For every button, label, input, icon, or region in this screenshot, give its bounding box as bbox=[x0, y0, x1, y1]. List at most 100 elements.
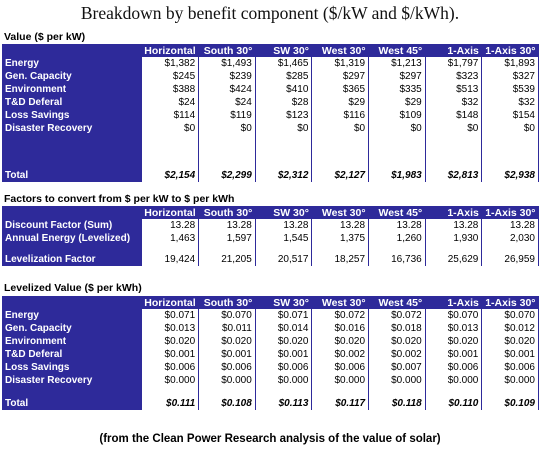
cell-value: $0.006 bbox=[198, 361, 256, 374]
column-header: SW 30° bbox=[273, 296, 309, 309]
column-header: South 30° bbox=[203, 206, 253, 219]
cell-value: $0.013 bbox=[142, 322, 200, 335]
total-row: Total $2,154 $2,299 $2,312 $2,127 $1,983 $2,81… bbox=[2, 169, 539, 182]
spacer-cell bbox=[198, 245, 256, 253]
cell-value: $0.070 bbox=[198, 309, 256, 322]
spacer-cell bbox=[311, 245, 370, 253]
cell-value: $1,493 bbox=[198, 57, 256, 70]
cell-value: $2,938 bbox=[481, 169, 539, 182]
cell-value: $148 bbox=[425, 109, 483, 122]
column-header-row: Horizontal South 30° SW 30° West 30° West 45… bbox=[2, 206, 539, 219]
row-label: T&D Deferal bbox=[2, 348, 142, 361]
cell-value: $1,893 bbox=[481, 57, 539, 70]
cell-value: $0.002 bbox=[311, 348, 370, 361]
cell-value: $0.012 bbox=[481, 322, 539, 335]
cell-value: $410 bbox=[255, 83, 313, 96]
factor-row: Discount Factor (Sum) 13.28 13.28 13.28 13.2… bbox=[2, 219, 539, 232]
levelized-section-label: Levelized Value ($ per kWh) bbox=[4, 282, 142, 294]
cell-value: $1,319 bbox=[311, 57, 370, 70]
row-label: Loss Savings bbox=[2, 109, 142, 122]
spacer-cell bbox=[311, 387, 370, 397]
cell-value: $0.020 bbox=[255, 335, 313, 348]
spacer-cell bbox=[311, 135, 370, 169]
levelized-row: T&D Deferal $0.001 $0.001 $0.001 $0.002 $0.00… bbox=[2, 348, 539, 361]
spacer-cell bbox=[425, 135, 483, 169]
spacer-cell bbox=[481, 135, 539, 169]
row-label: Levelization Factor bbox=[2, 253, 142, 266]
spacer-cell bbox=[198, 135, 256, 169]
cell-value: $24 bbox=[198, 96, 256, 109]
spacer-cell bbox=[2, 387, 142, 397]
cell-value: $0.000 bbox=[425, 374, 483, 387]
column-header: 1-Axis 30° bbox=[485, 296, 536, 309]
cell-value: $0.109 bbox=[481, 397, 539, 410]
cell-value: $297 bbox=[368, 70, 426, 83]
cell-value: $0 bbox=[368, 122, 426, 135]
cell-value: $245 bbox=[142, 70, 200, 83]
cell-value: $2,813 bbox=[425, 169, 483, 182]
spacer-cell bbox=[368, 245, 426, 253]
cell-value: $0 bbox=[255, 122, 313, 135]
factor-section-label: Factors to convert from $ per kW to $ pe… bbox=[4, 193, 235, 205]
levelized-row: Gen. Capacity $0.013 $0.011 $0.014 $0.016 $0.… bbox=[2, 322, 539, 335]
spacer-cell bbox=[142, 135, 200, 169]
levelized-row: Loss Savings $0.006 $0.006 $0.006 $0.006 $0.0… bbox=[2, 361, 539, 374]
cell-value: $116 bbox=[311, 109, 370, 122]
column-header: 1-Axis bbox=[447, 44, 479, 57]
cell-value: $0.020 bbox=[368, 335, 426, 348]
column-header: SW 30° bbox=[273, 44, 309, 57]
cell-value: $0.117 bbox=[311, 397, 370, 410]
cell-value: $2,127 bbox=[311, 169, 370, 182]
cell-value: $0.006 bbox=[425, 361, 483, 374]
column-header: West 30° bbox=[321, 44, 366, 57]
cell-value: $0.001 bbox=[198, 348, 256, 361]
cell-value: $32 bbox=[425, 96, 483, 109]
column-header: 1-Axis bbox=[447, 206, 479, 219]
row-label: Total bbox=[2, 397, 142, 410]
column-header: West 30° bbox=[321, 206, 366, 219]
cell-value: $0.020 bbox=[481, 335, 539, 348]
levelized-row: Environment $0.020 $0.020 $0.020 $0.020 $0.02… bbox=[2, 335, 539, 348]
cell-value: $0.013 bbox=[425, 322, 483, 335]
cell-value: $0.000 bbox=[142, 374, 200, 387]
spacer-cell bbox=[142, 245, 200, 253]
cell-value: $0.108 bbox=[198, 397, 256, 410]
cell-value: $0.072 bbox=[368, 309, 426, 322]
spacer-cell bbox=[368, 135, 426, 169]
row-label: Loss Savings bbox=[2, 361, 142, 374]
factor-row: Annual Energy (Levelized) 1,463 1,597 1,545… bbox=[2, 232, 539, 245]
cell-value: $0.072 bbox=[311, 309, 370, 322]
spacer-cell bbox=[2, 135, 142, 169]
cell-value: $29 bbox=[368, 96, 426, 109]
cell-value: $0.020 bbox=[425, 335, 483, 348]
cell-value: $1,213 bbox=[368, 57, 426, 70]
cell-value: 13.28 bbox=[198, 219, 256, 232]
cell-value: $29 bbox=[311, 96, 370, 109]
cell-value: $114 bbox=[142, 109, 200, 122]
cell-value: $0.071 bbox=[142, 309, 200, 322]
cell-value: $0 bbox=[311, 122, 370, 135]
spacer-cell bbox=[425, 245, 483, 253]
column-header: West 30° bbox=[321, 296, 366, 309]
cell-value: 21,205 bbox=[198, 253, 256, 266]
cell-value: $285 bbox=[255, 70, 313, 83]
column-header: South 30° bbox=[203, 296, 253, 309]
column-header-row: Horizontal South 30° SW 30° West 30° West 45… bbox=[2, 44, 539, 57]
cell-value: 20,517 bbox=[255, 253, 313, 266]
column-header: West 45° bbox=[378, 44, 423, 57]
cell-value: $327 bbox=[481, 70, 539, 83]
source-footnote: (from the Clean Power Research analysis … bbox=[99, 433, 441, 445]
spacer-cell bbox=[368, 387, 426, 397]
header-corner bbox=[2, 44, 142, 57]
row-label: Disaster Recovery bbox=[2, 122, 142, 135]
cell-value: $0.018 bbox=[368, 322, 426, 335]
cell-value: $0 bbox=[425, 122, 483, 135]
row-label: Energy bbox=[2, 57, 142, 70]
cell-value: $0 bbox=[142, 122, 200, 135]
cell-value: $1,465 bbox=[255, 57, 313, 70]
column-header: SW 30° bbox=[273, 206, 309, 219]
cell-value: $0.020 bbox=[142, 335, 200, 348]
cell-value: $28 bbox=[255, 96, 313, 109]
header-corner bbox=[2, 206, 142, 219]
cell-value: 13.28 bbox=[481, 219, 539, 232]
